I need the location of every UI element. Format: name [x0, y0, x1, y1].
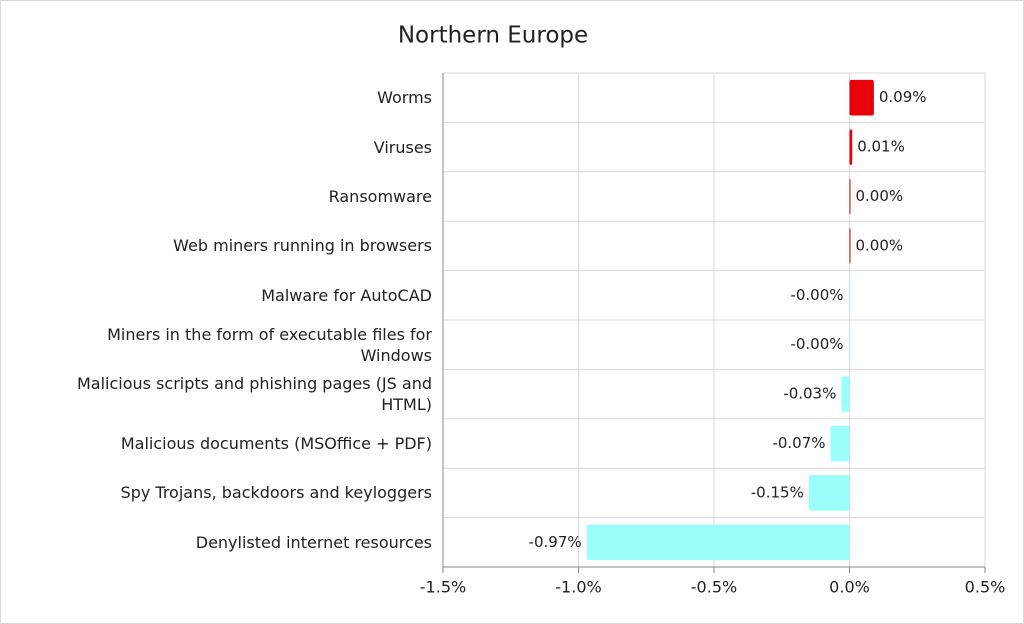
y-tick-label: Malicious documents (MSOffice + PDF)	[57, 419, 432, 468]
category-text: Malware for AutoCAD	[261, 285, 432, 305]
y-tick-label: Miners in the form of executable files f…	[57, 320, 432, 369]
y-tick-label: Web miners running in browsers	[57, 221, 432, 270]
category-text: Malicious documents (MSOffice + PDF)	[120, 433, 432, 453]
bar	[849, 178, 851, 215]
bar	[808, 475, 850, 511]
y-tick-label: Viruses	[57, 122, 432, 171]
bar	[849, 79, 874, 116]
category-text: Web miners running in browsers	[173, 236, 432, 256]
data-label: 0.01%	[857, 138, 905, 156]
data-label: -0.07%	[772, 434, 825, 452]
bar	[849, 277, 851, 314]
y-tick-label: Denylisted internet resources	[57, 518, 432, 567]
category-text: Spy Trojans, backdoors and keyloggers	[120, 483, 432, 503]
data-label: -0.15%	[751, 483, 804, 501]
y-tick-label: Ransomware	[57, 172, 432, 221]
data-label: -0.00%	[790, 286, 843, 304]
data-label: -0.97%	[529, 533, 582, 551]
category-text: Worms	[377, 88, 432, 108]
y-tick-label: Malicious scripts and phishing pages (JS…	[57, 369, 432, 418]
y-tick-label: Spy Trojans, backdoors and keyloggers	[57, 468, 432, 517]
bar	[830, 425, 850, 462]
x-tick-label: -1.0%	[555, 578, 601, 597]
bar	[849, 129, 853, 165]
x-tick-label: 0.5%	[965, 578, 1006, 597]
category-text: Miners in the form of executable files f…	[107, 324, 432, 365]
bar	[586, 524, 850, 561]
x-tick-label: -1.5%	[420, 578, 466, 597]
category-text: Ransomware	[328, 186, 432, 206]
bar	[841, 376, 850, 412]
data-label: 0.00%	[856, 236, 904, 254]
bar	[849, 326, 851, 363]
bar	[849, 228, 851, 264]
y-tick-label: Worms	[57, 73, 432, 122]
data-label: -0.03%	[783, 385, 836, 403]
x-tick-label: 0.0%	[829, 578, 870, 597]
data-label: 0.09%	[879, 88, 927, 106]
y-tick-label: Malware for AutoCAD	[57, 271, 432, 320]
category-text: Denylisted internet resources	[195, 532, 432, 552]
chart-title: Northern Europe	[398, 23, 588, 49]
data-label: 0.00%	[856, 187, 904, 205]
x-tick-label: -0.5%	[691, 578, 737, 597]
category-text: Viruses	[373, 137, 432, 157]
category-text: Malicious scripts and phishing pages (JS…	[76, 374, 432, 415]
data-label: -0.00%	[790, 335, 843, 353]
